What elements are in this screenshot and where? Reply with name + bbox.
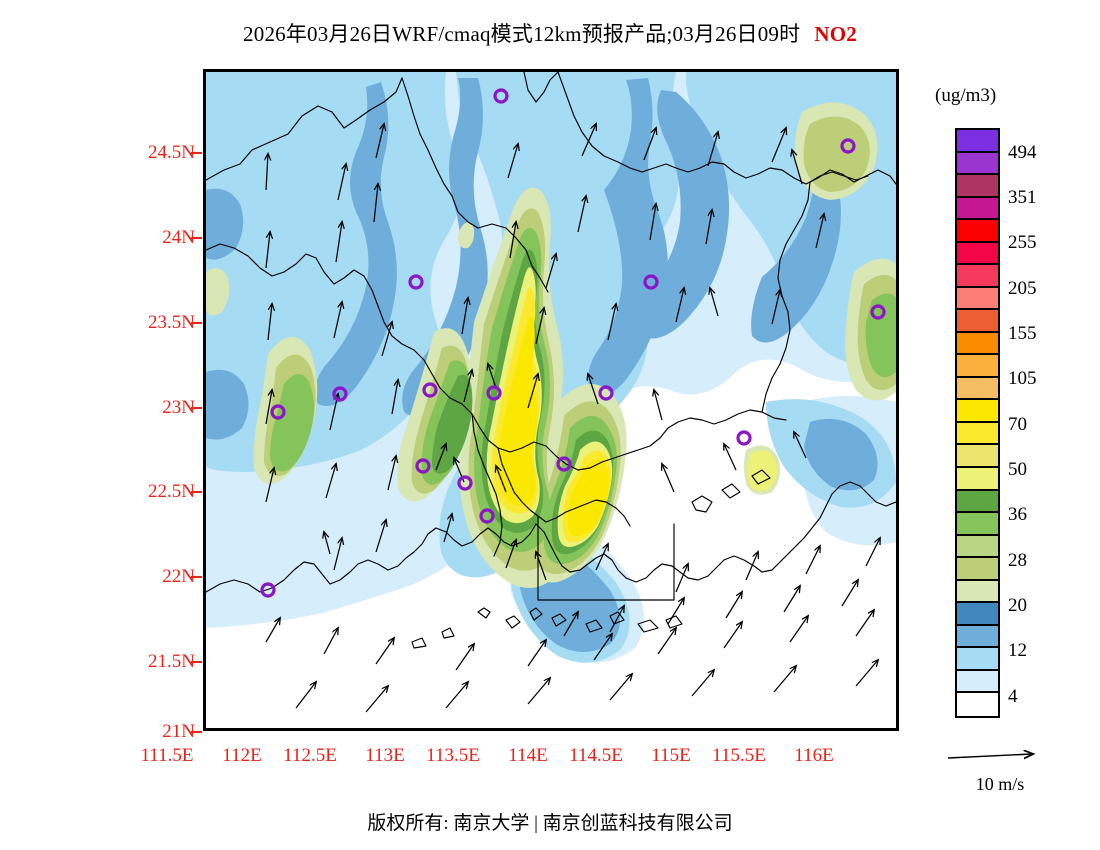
- colorbar-label-205: 205: [1008, 278, 1037, 299]
- colorbar-band-23: [957, 648, 998, 671]
- colorbar-label-12: 12: [1008, 640, 1027, 661]
- colorbar-band-19: [957, 558, 998, 581]
- colorbar-label-155: 155: [1008, 323, 1037, 344]
- colorbar-band-4: [957, 220, 998, 243]
- wind-arrow-icon: [947, 745, 1060, 767]
- ytick: [191, 152, 202, 154]
- colorbar-band-6: [957, 265, 998, 288]
- xlabel-112E: 112E: [222, 745, 262, 766]
- wind-scale-label: 10 m/s: [975, 774, 1025, 794]
- colorbar-band-11: [957, 377, 998, 401]
- page-title: 2026年03月26日WRF/cmaq模式12km预报产品;03月26日09时 N…: [0, 18, 1100, 48]
- colorbar-label-36: 36: [1008, 504, 1027, 525]
- colorbar-band-13: [957, 422, 998, 446]
- monitoring-station-markers: [260, 88, 886, 598]
- colorbar-band-10: [957, 355, 998, 378]
- colorbar-band-16: [957, 490, 998, 514]
- colorbar-band-9: [957, 332, 998, 356]
- colorbar-band-14: [957, 445, 998, 468]
- xlabel-113-5E: 113.5E: [426, 745, 480, 766]
- colorbar[interactable]: [955, 128, 1000, 718]
- colorbar-band-0: [957, 130, 998, 153]
- colorbar-band-24: [957, 670, 998, 694]
- colorbar-label-50: 50: [1008, 459, 1027, 480]
- species-label: NO2: [814, 22, 857, 46]
- colorbar-band-15: [957, 467, 998, 491]
- xlabel-112-5E: 112.5E: [283, 745, 337, 766]
- wind-scale-legend: 10 m/s: [940, 745, 1090, 795]
- xlabel-114E: 114E: [508, 745, 548, 766]
- title-text: 2026年03月26日WRF/cmaq模式12km预报产品;03月26日09时: [243, 22, 801, 46]
- xlabel-111-5E: 111.5E: [140, 745, 194, 766]
- colorbar-band-25: [957, 693, 998, 716]
- colorbar-label-105: 105: [1008, 368, 1037, 389]
- concentration-contour-map: [206, 72, 896, 728]
- xlabel-115E: 115E: [651, 745, 691, 766]
- map-boundaries: [206, 72, 896, 649]
- copyright-footer: 版权所有: 南京大学 | 南京创蓝科技有限公司: [367, 813, 733, 834]
- colorbar-band-21: [957, 603, 998, 626]
- ylabel-21-5N: 21.5N: [148, 651, 195, 672]
- ytick: [191, 661, 202, 663]
- colorbar-band-18: [957, 535, 998, 559]
- wind-vector-field: [266, 124, 880, 713]
- ytick: [191, 407, 202, 409]
- map-plot-area[interactable]: [203, 69, 899, 731]
- xlabel-116E: 116E: [794, 745, 834, 766]
- colorbar-band-5: [957, 242, 998, 266]
- ylabel-24N: 24N: [162, 227, 195, 248]
- xlabel-114-5E: 114.5E: [569, 745, 623, 766]
- colorbar-band-22: [957, 625, 998, 649]
- ylabel-22N: 22N: [162, 566, 195, 587]
- colorbar-label-28: 28: [1008, 550, 1027, 571]
- colorbar-label-494: 494: [1008, 142, 1037, 163]
- ytick: [191, 576, 202, 578]
- ylabel-22-5N: 22.5N: [148, 481, 195, 502]
- colorbar-band-8: [957, 310, 998, 333]
- colorbar-band-2: [957, 175, 998, 198]
- colorbar-label-20: 20: [1008, 595, 1027, 616]
- ytick: [191, 491, 202, 493]
- colorbar-band-17: [957, 513, 998, 536]
- ylabel-23-5N: 23.5N: [148, 312, 195, 333]
- colorbar-label-351: 351: [1008, 187, 1037, 208]
- ylabel-23N: 23N: [162, 397, 195, 418]
- ytick: [191, 731, 202, 733]
- ytick: [191, 322, 202, 324]
- colorbar-label-70: 70: [1008, 414, 1027, 435]
- ylabel-21N: 21N: [162, 721, 195, 742]
- ytick: [191, 237, 202, 239]
- colorbar-band-20: [957, 580, 998, 604]
- xlabel-115-5E: 115.5E: [712, 745, 766, 766]
- colorbar-band-7: [957, 287, 998, 311]
- colorbar-band-3: [957, 197, 998, 221]
- colorbar-band-1: [957, 152, 998, 176]
- colorbar-unit-label: (ug/m3): [935, 85, 997, 106]
- xlabel-113E: 113E: [365, 745, 405, 766]
- ylabel-24-5N: 24.5N: [148, 142, 195, 163]
- colorbar-band-12: [957, 400, 998, 423]
- colorbar-label-4: 4: [1008, 686, 1018, 707]
- colorbar-label-255: 255: [1008, 232, 1037, 253]
